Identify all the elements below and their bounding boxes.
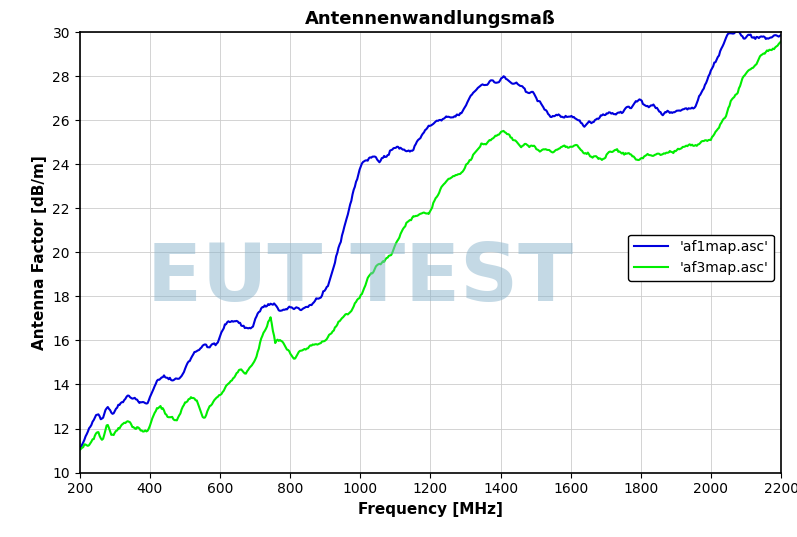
Text: EUT TEST: EUT TEST	[147, 240, 573, 318]
'af1map.asc'	[489, 77, 498, 84]
'af1map.asc'	[255, 308, 265, 315]
Line: 'af3map.asc': 'af3map.asc'	[80, 41, 781, 451]
'af1map.asc'	[544, 111, 553, 117]
'af3map.asc'	[489, 135, 498, 142]
Title: Antennenwandlungsmaß: Antennenwandlungsmaß	[305, 10, 556, 28]
'af3map.asc'	[199, 415, 209, 421]
'af1map.asc'	[734, 28, 744, 35]
'af1map.asc'	[776, 32, 786, 38]
'af3map.asc'	[255, 339, 265, 346]
'af3map.asc'	[75, 447, 84, 454]
Y-axis label: Antenna Factor [dB/m]: Antenna Factor [dB/m]	[32, 155, 47, 350]
'af1map.asc'	[392, 143, 402, 150]
Legend: 'af1map.asc', 'af3map.asc': 'af1map.asc', 'af3map.asc'	[628, 235, 774, 281]
'af3map.asc'	[776, 38, 786, 45]
Line: 'af1map.asc': 'af1map.asc'	[80, 32, 781, 449]
'af3map.asc'	[603, 150, 613, 156]
'af3map.asc'	[392, 238, 402, 244]
X-axis label: Frequency [MHz]: Frequency [MHz]	[358, 502, 503, 517]
'af1map.asc'	[199, 342, 209, 348]
'af1map.asc'	[75, 446, 84, 452]
'af3map.asc'	[544, 147, 553, 153]
'af1map.asc'	[603, 110, 613, 117]
